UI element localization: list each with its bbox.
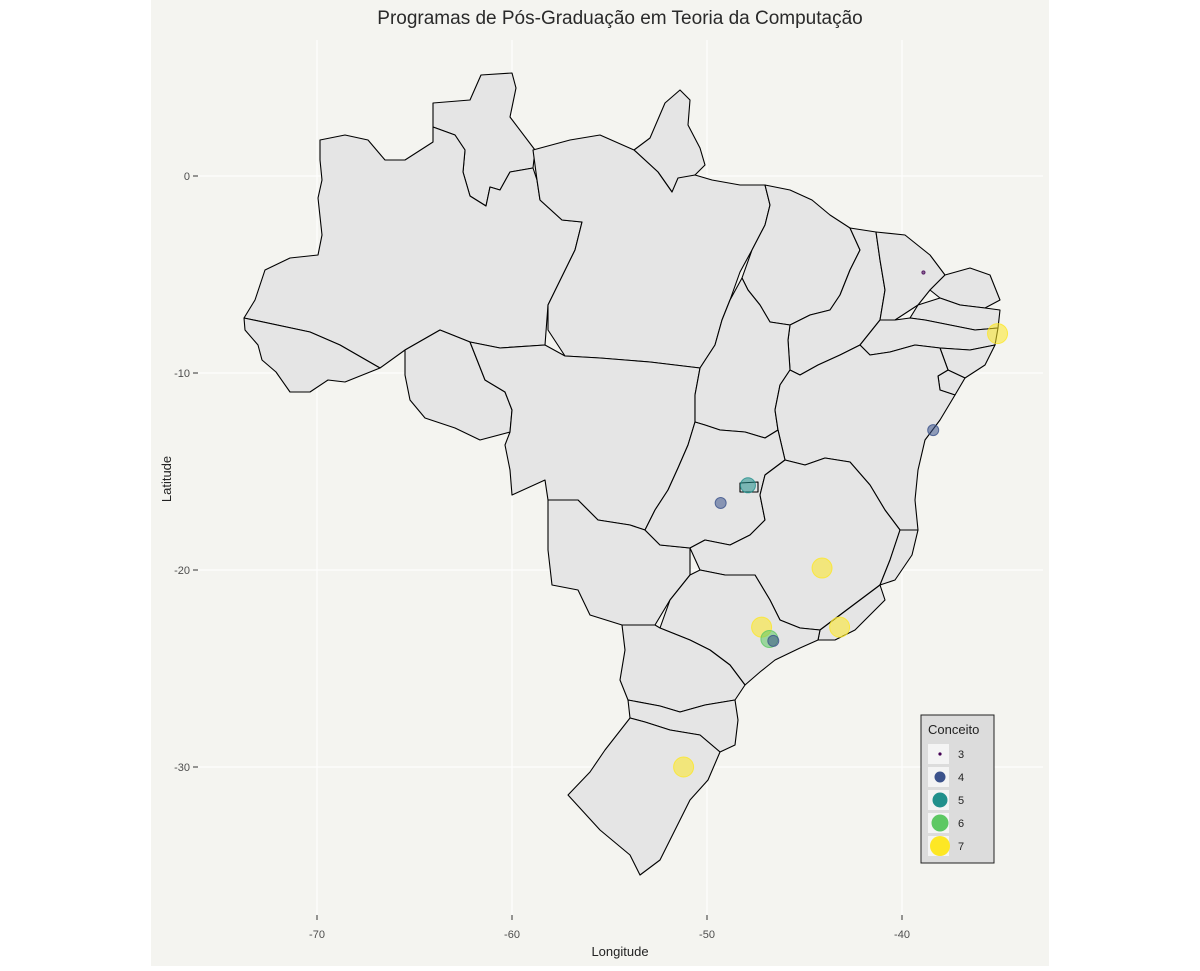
data-points <box>673 270 1009 778</box>
data-point <box>927 424 940 437</box>
state-espirito-santo <box>879 529 919 586</box>
tick-label-x: -60 <box>504 929 520 941</box>
legend-key-7 <box>930 836 950 856</box>
data-point <box>829 616 851 638</box>
legend-key-4 <box>934 771 946 783</box>
brazil-states <box>243 72 1001 876</box>
legend-key-5 <box>932 792 948 808</box>
legend-title: Conceito <box>928 722 979 737</box>
tick-label-y: -10 <box>174 368 190 380</box>
tick-label-x: -40 <box>894 929 910 941</box>
tick-label-y: -20 <box>174 565 190 577</box>
tick-label-y: -30 <box>174 762 190 774</box>
legend-label: 6 <box>958 818 964 830</box>
tick-label-x: -70 <box>309 929 325 941</box>
data-point <box>739 477 756 494</box>
legend-key-6 <box>931 814 949 832</box>
state-para <box>532 134 771 369</box>
data-point <box>811 557 833 579</box>
chart-title: Programas de Pós-Graduação em Teoria da … <box>377 8 862 29</box>
legend: Conceito 3 4 5 6 7 <box>920 714 995 864</box>
legend-label: 7 <box>958 841 964 853</box>
state-acre <box>243 317 381 393</box>
tick-label-y: 0 <box>184 171 190 183</box>
data-point <box>987 323 1009 345</box>
legend-label: 3 <box>958 749 964 761</box>
x-axis-label: Longitude <box>591 944 648 959</box>
legend-label: 4 <box>958 772 964 784</box>
data-point <box>767 634 780 647</box>
legend-key-3 <box>938 752 942 756</box>
y-axis-label: Latitude <box>159 456 174 502</box>
tick-label-x: -50 <box>699 929 715 941</box>
legend-entries: 3 4 5 6 7 <box>928 744 964 856</box>
data-point <box>673 756 695 778</box>
axes: -70 -60 -50 -40 0 -10 -20 -30 <box>174 171 910 941</box>
data-point <box>921 270 926 275</box>
legend-label: 5 <box>958 795 964 807</box>
data-point <box>714 497 727 510</box>
